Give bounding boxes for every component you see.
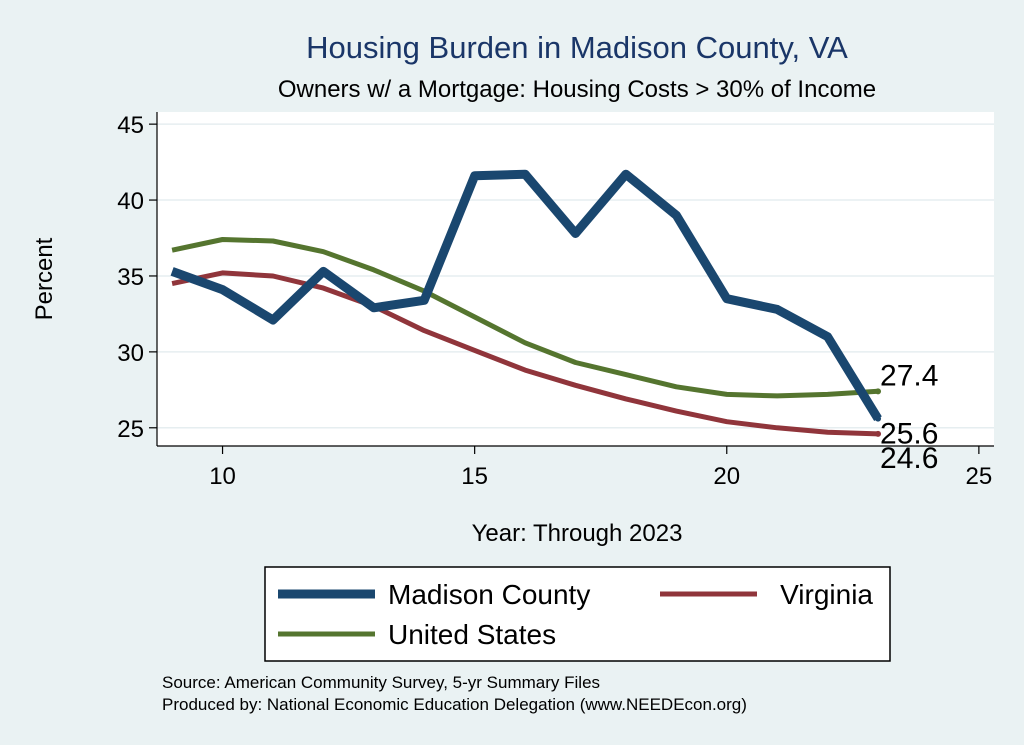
y-tick-label: 35 (117, 264, 144, 291)
legend-label-madison-county: Madison County (388, 579, 590, 610)
produced-by-note: Produced by: National Economic Education… (162, 695, 747, 714)
x-tick-label: 15 (461, 463, 488, 490)
x-tick-label: 10 (209, 463, 236, 490)
series-line-madison-county (170, 169, 882, 422)
x-axis: 10 15 20 25 (157, 445, 994, 490)
source-note: Source: American Community Survey, 5-yr … (162, 673, 600, 692)
legend-label-united-states: United States (388, 619, 556, 650)
end-marker-madison-county (875, 415, 882, 422)
y-axis: 25 30 35 40 45 (117, 112, 158, 446)
y-tick-label: 45 (117, 112, 144, 139)
end-marker-virginia (875, 430, 882, 437)
end-marker-united-states (875, 388, 882, 395)
end-label-united-states: 27.4 (880, 359, 938, 392)
x-tick-label: 25 (966, 463, 993, 490)
series-lines (170, 169, 882, 437)
end-label-virginia: 24.6 (880, 442, 938, 475)
series-line-united-states (171, 237, 879, 399)
chart-subtitle: Owners w/ a Mortgage: Housing Costs > 30… (278, 76, 876, 103)
x-tick-label: 20 (713, 463, 740, 490)
legend: Madison County Virginia United States (264, 566, 891, 662)
y-axis-label: Percent (31, 237, 58, 320)
chart-title: Housing Burden in Madison County, VA (306, 30, 848, 65)
end-label-madison-county: 25.6 (880, 418, 938, 451)
series-line-virginia (171, 270, 879, 437)
legend-box (264, 566, 891, 662)
end-labels: 25.624.6 27.4 (875, 359, 938, 475)
y-tick-label: 40 (117, 188, 144, 215)
legend-label-virginia: Virginia (780, 579, 873, 610)
gridlines (157, 123, 994, 429)
x-axis-label: Year: Through 2023 (472, 520, 683, 547)
y-tick-label: 25 (117, 416, 144, 443)
y-tick-label: 30 (117, 340, 144, 367)
